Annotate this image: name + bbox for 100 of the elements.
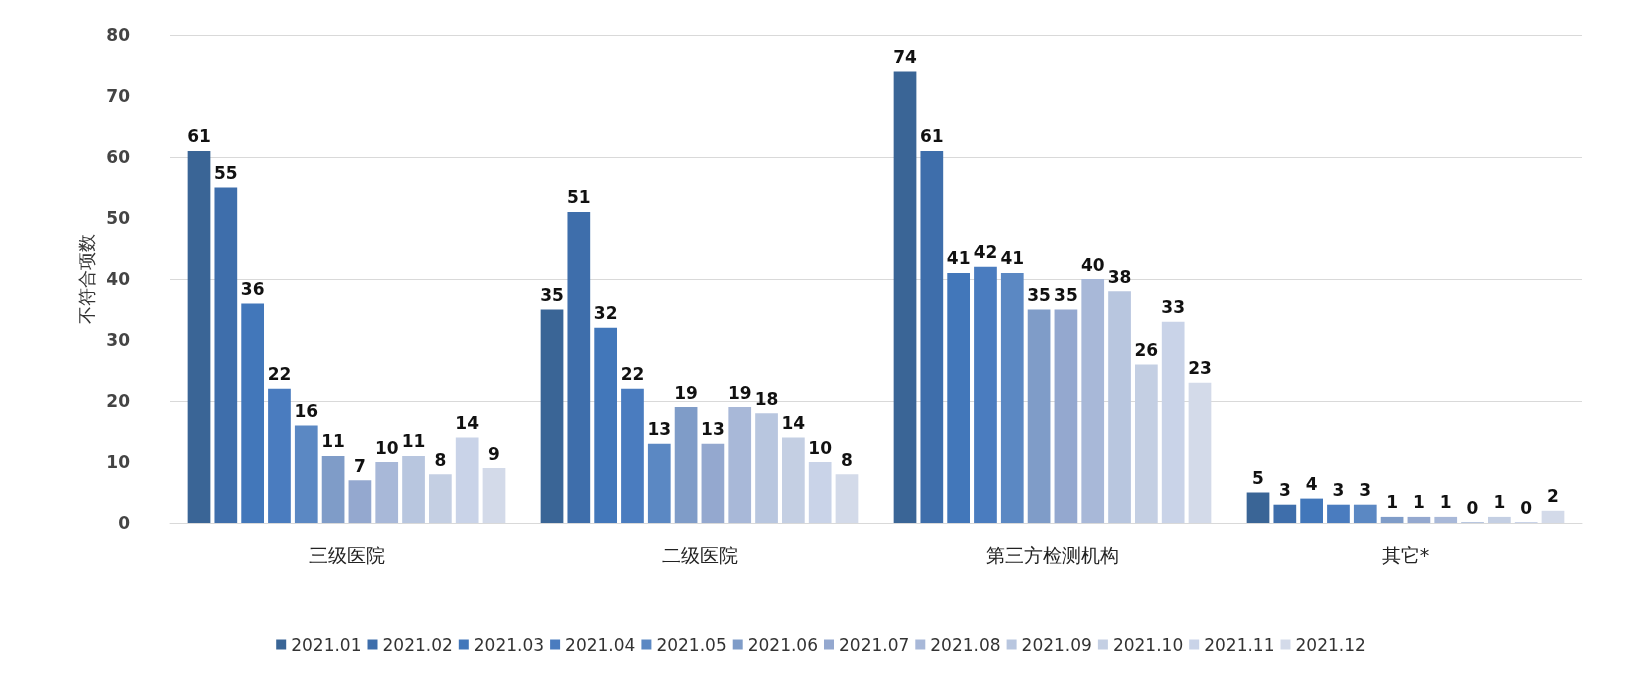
data-label: 0 [1466,497,1479,518]
data-label: 61 [919,126,944,147]
bar [728,407,752,523]
data-label: 7 [353,455,366,476]
bar [1541,510,1565,523]
y-tick-label: 70 [106,86,131,106]
bar [1380,516,1404,523]
bar [1487,516,1511,523]
legend-label: 2021.10 [1112,634,1184,655]
bar [755,413,778,523]
bar [1246,492,1270,523]
data-label: 1 [1493,492,1506,513]
y-tick-label: 10 [106,452,131,472]
bar [947,272,971,523]
legend-label: 2021.03 [473,634,545,655]
legend-label: 2021.02 [382,634,453,655]
data-label: 1 [1386,492,1399,513]
data-label: 61 [187,126,211,147]
bar [835,474,859,523]
data-label: 42 [973,242,998,263]
data-label: 22 [620,364,645,385]
legend-label: 2021.09 [1021,634,1092,655]
bar [781,437,805,523]
data-label: 36 [240,278,265,299]
data-label: 1 [1412,492,1425,513]
data-label: 26 [1134,339,1159,360]
data-label: 19 [727,382,752,403]
bar [428,474,452,523]
data-label: 11 [401,431,426,452]
legend-label: 2021.05 [656,634,727,655]
bar [567,211,591,523]
bar [482,468,506,523]
y-tick-label: 20 [106,391,131,411]
bar [1273,504,1297,523]
data-label: 40 [1080,254,1105,275]
data-label: 10 [374,437,399,458]
data-label: 1 [1439,492,1452,513]
bar [375,462,399,523]
data-label: 2 [1547,486,1559,507]
data-label: 22 [267,364,292,385]
data-label: 11 [321,431,345,452]
legend-label: 2021.12 [1295,634,1366,655]
data-label: 38 [1107,266,1132,287]
bar [321,455,345,523]
bar [1000,272,1024,523]
bar [1054,309,1078,523]
data-label: 9 [488,443,500,464]
data-label: 0 [1520,497,1533,518]
data-label: 13 [647,419,672,440]
bar [1134,364,1158,523]
bar [348,480,372,523]
data-label: 23 [1188,358,1212,379]
data-label: 18 [754,388,779,409]
y-tick-label: 80 [106,25,131,45]
y-tick-label: 50 [106,208,131,228]
bar [1188,382,1212,523]
bar [1327,504,1350,523]
y-axis-title: 不符合项数 [75,234,97,324]
data-label: 5 [1252,468,1264,488]
bar [1434,516,1458,523]
bar [214,187,238,523]
legend-label: 2021.06 [747,634,819,655]
y-tick-label: 0 [118,513,131,533]
legend-label: 2021.04 [565,634,636,655]
bar [1300,498,1324,523]
bar [540,309,564,523]
bar [1108,291,1131,523]
data-label: 10 [808,437,833,458]
data-label: 3 [1332,480,1345,501]
data-label: 3 [1359,480,1372,501]
bar [893,71,917,523]
x-tick-label: 二级医院 [661,543,738,566]
legend-label: 2021.07 [839,634,910,655]
data-label: 55 [213,163,238,183]
data-label: 35 [1054,285,1078,305]
y-tick-label: 40 [106,269,131,289]
x-tick-label: 其它* [1381,543,1430,566]
data-label: 51 [566,187,591,208]
bar [647,443,671,523]
bar [674,407,698,523]
bar [1027,309,1051,523]
bar [920,150,944,523]
x-tick-label: 第三方检测机构 [986,543,1119,566]
bar [594,327,618,523]
bar [241,303,265,523]
data-label: 74 [893,47,918,68]
bar [808,462,832,523]
bar [402,455,425,523]
data-label: 41 [946,248,971,269]
legend-label: 2021.11 [1204,634,1275,655]
bar [701,443,725,523]
y-tick-label: 60 [106,147,131,167]
data-label: 32 [593,303,618,324]
data-label: 16 [294,400,319,421]
bar [1407,516,1431,523]
bar [294,425,318,523]
bar [1353,504,1377,523]
data-label: 8 [841,449,853,470]
data-label: 4 [1305,474,1318,495]
data-label: 3 [1278,480,1291,501]
